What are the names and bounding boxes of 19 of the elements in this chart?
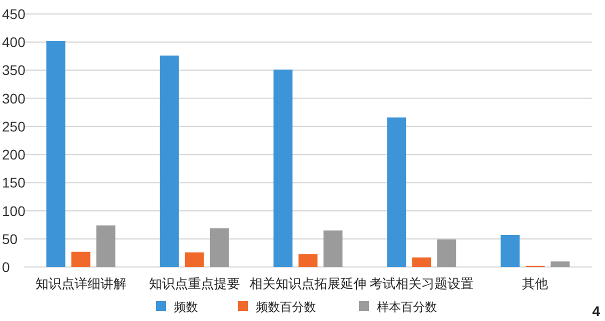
ytick: 350 — [2, 62, 26, 78]
ytick: 200 — [2, 146, 26, 163]
ytick: 450 — [2, 6, 26, 22]
ytick: 150 — [2, 174, 26, 191]
legend-label: 频数 — [174, 300, 198, 314]
x-tick-label: 其他 — [522, 276, 548, 291]
legend-label: 样本百分数 — [377, 300, 437, 314]
ytick: 300 — [2, 90, 26, 106]
x-tick-label: 知识点重点提要 — [148, 276, 240, 291]
text: 4 — [592, 303, 600, 319]
legend-label: 频数百分数 — [256, 300, 316, 314]
x-tick-label: 知识点详细讲解 — [35, 276, 126, 291]
ytick: 100 — [2, 202, 26, 219]
ytick: 250 — [2, 118, 26, 134]
x-tick-label: 相关知识点拓展延伸 — [250, 276, 366, 291]
x-tick-label: 考试相关习题设置 — [370, 276, 474, 291]
ytick: 400 — [2, 34, 26, 50]
ytick: 50 — [2, 230, 18, 247]
ytick: 0 — [2, 259, 10, 275]
